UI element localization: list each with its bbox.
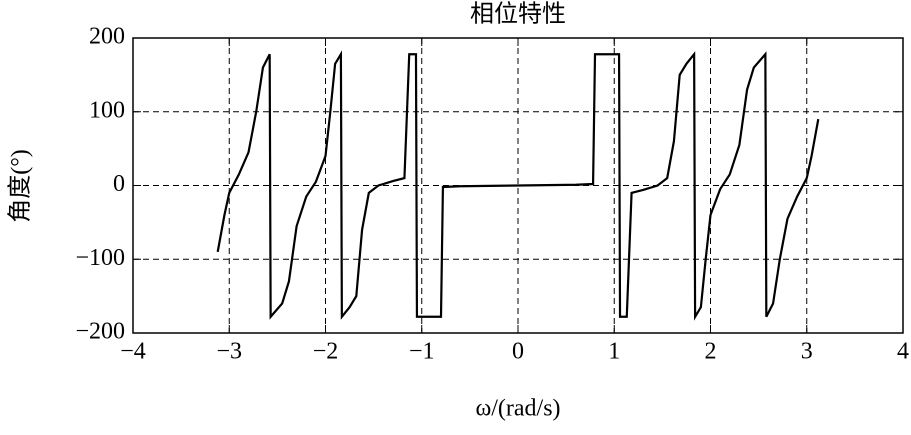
x-tick-label: −4 [120, 339, 146, 365]
x-tick-label: −1 [409, 339, 435, 365]
x-tick-label: 2 [705, 339, 717, 365]
x-tick-label: 4 [897, 339, 909, 365]
y-tick-label: −100 [75, 245, 125, 271]
y-tick-label: −200 [75, 319, 125, 345]
x-axis-label: ω/(rad/s) [475, 396, 560, 422]
y-axis-label: 角度(°) [7, 149, 34, 223]
y-tick-label: 0 [113, 171, 125, 197]
x-tick-label: 0 [512, 339, 524, 365]
x-tick-label: 3 [801, 339, 813, 365]
plot-frame [132, 37, 904, 334]
y-tick-label: 100 [89, 97, 125, 123]
chart-title: 相位特性 [470, 1, 566, 28]
y-tick-label: 200 [89, 24, 125, 50]
x-tick-label: −3 [216, 339, 242, 365]
data-line [216, 50, 820, 321]
x-tick-label: −2 [313, 339, 339, 365]
x-tick-label: 1 [608, 339, 620, 365]
